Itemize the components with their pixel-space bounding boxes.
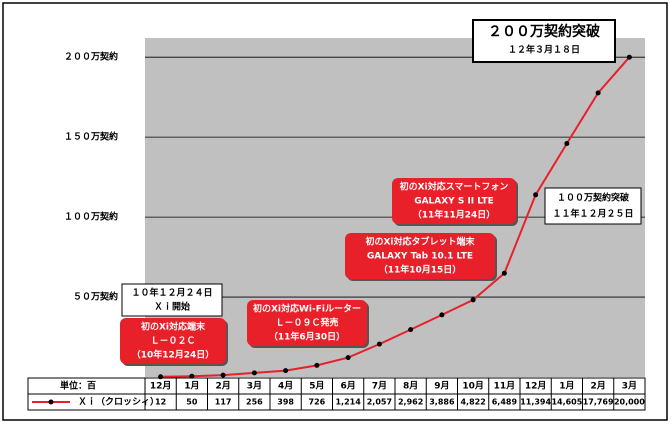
x-tick-label: 9月 xyxy=(434,381,449,392)
data-point xyxy=(533,192,539,198)
annotation-text: （11年6月30日） xyxy=(269,330,345,342)
annotation-text: 初のXi対応Wi-Fiルーター xyxy=(253,303,361,315)
value-label: 12 xyxy=(155,398,166,407)
x-tick-label: 6月 xyxy=(340,381,355,392)
value-label: 50 xyxy=(186,398,198,407)
x-tick-label: 7月 xyxy=(372,381,387,392)
annotation-text: １０年１２月２４日 xyxy=(131,287,212,299)
value-label: 2,057 xyxy=(367,398,392,407)
data-point xyxy=(408,327,414,333)
data-point xyxy=(439,312,445,318)
annotation-text: GALAXY S II LTE xyxy=(414,197,494,207)
x-tick-label: 12月 xyxy=(150,381,172,392)
annotation-text: 初のXi対応スマートフォン xyxy=(400,181,509,193)
annotation-box xyxy=(544,187,642,225)
data-point xyxy=(626,54,632,60)
value-label: 20,000 xyxy=(614,398,645,407)
data-point xyxy=(376,341,382,347)
value-label: 6,489 xyxy=(492,398,518,407)
annotation-text: （11年10月15日） xyxy=(379,263,462,275)
annotation-text: １１年１２月２５日 xyxy=(552,207,633,219)
annotation-box xyxy=(472,19,616,63)
annotation-text: （11年11月24日） xyxy=(413,208,496,220)
annotation-text: 初のXi対応端末 xyxy=(141,321,206,333)
data-point xyxy=(345,355,351,361)
x-tick-label: 10月 xyxy=(462,381,484,392)
value-label: 726 xyxy=(309,398,326,407)
x-tick-label: 2月 xyxy=(215,381,230,392)
annotation-text: Ｘｉ開始 xyxy=(154,300,190,312)
annotation-text: Ｌ－０９Ｃ発売 xyxy=(275,317,338,329)
value-label: 11,394 xyxy=(520,398,551,407)
x-tick-label: 11月 xyxy=(494,381,516,392)
x-tick-label: 12月 xyxy=(525,381,547,392)
annotation-box xyxy=(392,178,516,224)
x-tick-label: 5月 xyxy=(309,381,324,392)
annotation-box xyxy=(345,233,495,279)
x-tick-label: 4月 xyxy=(278,381,293,392)
annotation-box xyxy=(121,283,223,317)
x-tick-label: 1月 xyxy=(559,381,574,392)
x-tick-label: 1月 xyxy=(184,381,199,392)
x-tick-label: 3月 xyxy=(247,381,262,392)
x-tick-label: 3月 xyxy=(622,381,637,392)
data-point xyxy=(189,373,195,379)
annotation-text: １２年３月１８日 xyxy=(508,44,580,56)
value-label: 256 xyxy=(246,398,263,407)
annotation-text: （10年12月24日） xyxy=(132,348,215,360)
data-point xyxy=(158,374,164,380)
data-point xyxy=(564,140,570,146)
legend-marker xyxy=(48,399,54,405)
value-label: 117 xyxy=(215,398,232,407)
data-point xyxy=(251,370,257,376)
unit-label: 単位：百 xyxy=(60,380,96,392)
annotation-text: ２００万契約突破 xyxy=(488,23,600,40)
legend-label: Ｘｉ（クロッシィ） xyxy=(78,397,159,408)
annotation-text: Ｌ－０２Ｃ xyxy=(150,336,195,347)
value-label: 2,962 xyxy=(398,398,423,407)
y-tick-label: ５０万契約 xyxy=(73,291,118,303)
value-label: 14,605 xyxy=(551,398,582,407)
data-point xyxy=(283,368,289,374)
annotation-text: 初のXi対応タブレット端末 xyxy=(365,236,475,248)
x-tick-label: 8月 xyxy=(403,381,418,392)
y-tick-label: １５０万契約 xyxy=(64,131,118,143)
value-label: 17,769 xyxy=(583,398,614,407)
value-label: 398 xyxy=(277,398,294,407)
data-point xyxy=(501,270,507,276)
data-point xyxy=(314,362,320,368)
annotation-box xyxy=(247,300,367,346)
value-label: 3,886 xyxy=(429,398,455,407)
annotation-box xyxy=(120,318,226,364)
y-tick-label: １００万契約 xyxy=(64,211,118,223)
annotation-text: １００万契約突破 xyxy=(557,192,630,204)
data-point xyxy=(470,297,476,303)
value-label: 4,822 xyxy=(460,398,485,407)
data-point xyxy=(220,372,226,378)
data-point xyxy=(595,90,601,96)
series-line xyxy=(160,56,631,378)
value-label: 1,214 xyxy=(335,398,361,407)
x-tick-label: 2月 xyxy=(590,381,605,392)
y-tick-label: ２００万契約 xyxy=(64,51,118,63)
annotation-text: GALAXY Tab 10.1 LTE xyxy=(367,252,473,262)
